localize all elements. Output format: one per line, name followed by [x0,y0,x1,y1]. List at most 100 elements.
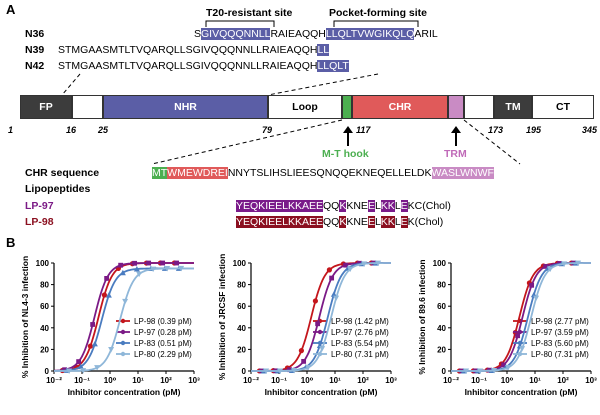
data-point [150,266,157,273]
data-point [277,368,284,374]
domain-mt-hook [342,95,352,119]
data-point [178,265,185,272]
y-tick-label: 20 [437,345,446,354]
data-point [319,346,326,352]
x-tick-label: 10² [357,376,369,385]
peptide-name-n39: N39 [25,44,45,56]
legend-marker [120,329,126,335]
position-label: 117 [356,125,371,135]
site-brackets [61,20,419,96]
legend-marker [120,318,126,324]
legend-entry: LP-97 (2.76 pM) [331,328,389,337]
position-label: 173 [488,125,504,135]
trm-label: TRM [444,148,467,160]
data-point [361,261,368,267]
data-point [108,346,115,353]
data-point [104,275,110,281]
data-point [164,265,171,272]
x-tick-label: 10¹ [529,376,541,385]
data-point [160,260,166,266]
position-label: 195 [526,125,542,135]
y-tick-label: 40 [40,324,49,333]
arrows [151,119,521,165]
domain-fp: FP [20,95,72,119]
data-point [66,368,73,374]
data-point [477,368,484,374]
data-point [505,365,512,371]
data-point [287,367,293,373]
data-point [94,365,101,371]
data-point [76,359,82,365]
data-point [519,346,526,352]
x-tick-label: 10⁻² [243,376,259,385]
y-tick-label: 100 [233,259,247,268]
y-tick-label: 60 [237,302,246,311]
peptide-seq-n36: SGIVQQQNNLLRAIEAQQHLLQLTVWGIKQLQARIL [194,28,438,40]
x-tick-label: 10⁻² [443,376,459,385]
mt-hook-label: M-T hook [322,148,369,160]
x-tick-label: 10² [160,376,172,385]
lp97-label: LP-97 [25,200,54,212]
data-point [375,260,382,267]
domain-nhr: NHR [103,95,268,119]
legend-marker [120,340,126,346]
data-point [298,348,304,354]
legend-marker [317,351,323,357]
x-tick-label: 10⁻² [46,376,62,385]
data-point [312,298,318,304]
position-label: 25 [98,125,109,135]
data-point [561,261,568,267]
peptide-name-n36: N36 [25,28,45,40]
data-point [132,260,138,266]
legend-entry: LP-83 (0.51 pM) [134,339,192,348]
legend-entry: LP-83 (5.54 pM) [331,339,389,348]
y-tick-label: 40 [437,324,446,333]
legend-entry: LP-80 (7.31 pM) [531,350,589,359]
legend-marker [517,340,523,346]
data-point [90,322,96,327]
x-axis-label: Inhibitor concentration (pM) [465,387,578,397]
x-tick-label: 10³ [385,376,397,385]
y-tick-label: 100 [36,259,50,268]
lp98-label: LP-98 [25,216,54,228]
legend-entry: LP-97 (3.59 pM) [531,328,589,337]
x-tick-label: 10⁰ [301,376,314,385]
data-point [491,368,498,374]
data-point [501,362,507,368]
position-label: 1 [8,125,14,135]
data-point [326,267,332,273]
legend-entry: LP-97 (0.28 pM) [134,328,192,337]
legend-entry: LP-98 (0.39 pM) [134,317,192,326]
y-axis-label: % Inhibition of 89.6 infection [417,259,427,374]
domain-ct: CT [532,95,594,119]
domain-spacer-1 [72,95,103,119]
legend-entry: LP-80 (2.29 pM) [134,350,192,359]
data-point [77,363,84,370]
x-axis-label: Inhibitor concentration (pM) [265,387,378,397]
y-axis-label: % Inhibition of NL4-3 infection [20,256,30,378]
data-point [329,275,335,281]
data-point [136,271,143,278]
chart-2: 0 20 40 60 80 100 10⁻² 10⁻¹ 10⁰ 10¹ 10² 10³ Inhibito… [217,254,397,397]
data-point [343,262,349,268]
data-point [330,291,337,297]
chart-3: 0 20 40 60 80 100 10⁻² 10⁻¹ 10⁰ 10¹ 10² 10³ Inhibito… [417,259,597,397]
x-tick-label: 10¹ [329,376,341,385]
x-tick-label: 10⁰ [104,376,117,385]
data-point [118,262,124,268]
chart-1: 0 20 40 60 80 100 10⁻² 10⁻¹ 10⁰ 10¹ 10² 10³ Inhibito… [20,256,200,397]
x-tick-label: 10⁰ [501,376,514,385]
y-tick-label: 20 [237,345,246,354]
legend-entry: LP-98 (2.77 pM) [531,317,589,326]
legend-entry: LP-80 (7.31 pM) [331,350,389,359]
data-point [347,266,354,273]
legend-marker [517,351,523,357]
data-point [547,266,554,273]
lp98-sequence: YEQKIEELKKAEEQQKKNEELKKLEK(Chol) [236,216,444,228]
x-tick-label: 10⁻¹ [271,376,287,385]
data-point [301,358,307,364]
data-point [533,295,540,302]
data-point [543,264,549,269]
lp97-sequence: YEQKIEELKKAEEQQKKNEELKKLEKC(Chol) [236,200,451,212]
position-label: 16 [66,125,77,135]
